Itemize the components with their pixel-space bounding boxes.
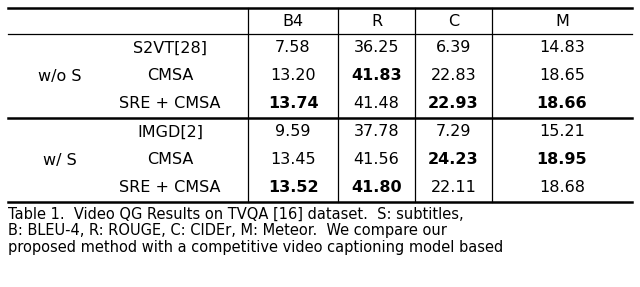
Text: B4: B4 — [282, 13, 303, 28]
Text: R: R — [371, 13, 382, 28]
Text: proposed method with a competitive video captioning model based: proposed method with a competitive video… — [8, 240, 503, 255]
Text: 13.74: 13.74 — [268, 96, 318, 112]
Text: 18.95: 18.95 — [537, 152, 588, 168]
Text: 14.83: 14.83 — [539, 40, 585, 55]
Text: 22.93: 22.93 — [428, 96, 479, 112]
Text: 41.48: 41.48 — [353, 96, 399, 112]
Text: 22.83: 22.83 — [431, 69, 476, 84]
Text: 13.20: 13.20 — [270, 69, 316, 84]
Text: w/o S: w/o S — [38, 69, 82, 84]
Text: 41.56: 41.56 — [354, 152, 399, 168]
Text: SRE + CMSA: SRE + CMSA — [119, 181, 221, 195]
Text: 13.45: 13.45 — [270, 152, 316, 168]
Text: 15.21: 15.21 — [539, 125, 585, 139]
Text: CMSA: CMSA — [147, 69, 193, 84]
Text: 7.58: 7.58 — [275, 40, 311, 55]
Text: 41.83: 41.83 — [351, 69, 402, 84]
Text: 9.59: 9.59 — [275, 125, 311, 139]
Text: 37.78: 37.78 — [354, 125, 399, 139]
Text: SRE + CMSA: SRE + CMSA — [119, 96, 221, 112]
Text: 24.23: 24.23 — [428, 152, 479, 168]
Text: M: M — [555, 13, 569, 28]
Text: S2VT[28]: S2VT[28] — [133, 40, 207, 55]
Text: 6.39: 6.39 — [436, 40, 471, 55]
Text: B: BLEU-4, R: ROUGE, C: CIDEr, M: Meteor.  We compare our: B: BLEU-4, R: ROUGE, C: CIDEr, M: Meteor… — [8, 223, 447, 238]
Text: C: C — [448, 13, 459, 28]
Text: 18.66: 18.66 — [537, 96, 588, 112]
Text: Table 1.  Video QG Results on TVQA [16] dataset.  S: subtitles,: Table 1. Video QG Results on TVQA [16] d… — [8, 207, 463, 222]
Text: 22.11: 22.11 — [431, 181, 476, 195]
Text: 13.52: 13.52 — [268, 181, 318, 195]
Text: IMGD[2]: IMGD[2] — [137, 125, 203, 139]
Text: 7.29: 7.29 — [436, 125, 471, 139]
Text: CMSA: CMSA — [147, 152, 193, 168]
Text: 18.68: 18.68 — [539, 181, 585, 195]
Text: 41.80: 41.80 — [351, 181, 402, 195]
Text: 18.65: 18.65 — [539, 69, 585, 84]
Text: 36.25: 36.25 — [354, 40, 399, 55]
Text: w/ S: w/ S — [43, 152, 77, 168]
